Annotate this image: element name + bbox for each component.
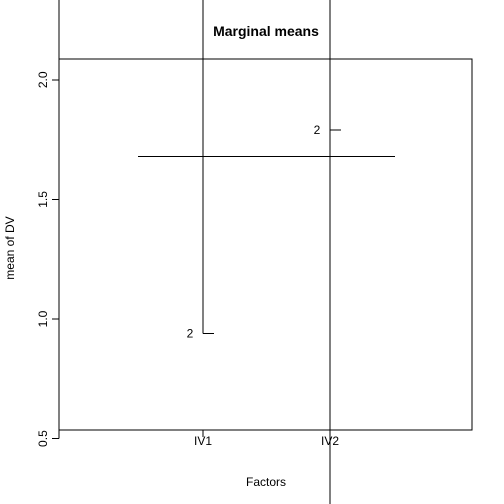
y-axis-label: mean of DV — [3, 216, 17, 279]
y-tick-label: 1.0 — [36, 310, 50, 327]
chart-title: Marginal means — [213, 23, 319, 39]
y-tick-label: 2.0 — [36, 71, 50, 88]
x-axis-label: Factors — [246, 475, 286, 489]
y-tick-label: 1.5 — [36, 191, 50, 208]
chart-marks: 12321 — [138, 0, 395, 504]
level-label: 2 — [314, 123, 321, 137]
y-axis: 0.51.01.52.02.53.0 — [36, 0, 60, 447]
x-tick-label: IV1 — [194, 434, 212, 448]
y-tick-label: 0.5 — [36, 430, 50, 447]
level-label: 2 — [187, 327, 194, 341]
